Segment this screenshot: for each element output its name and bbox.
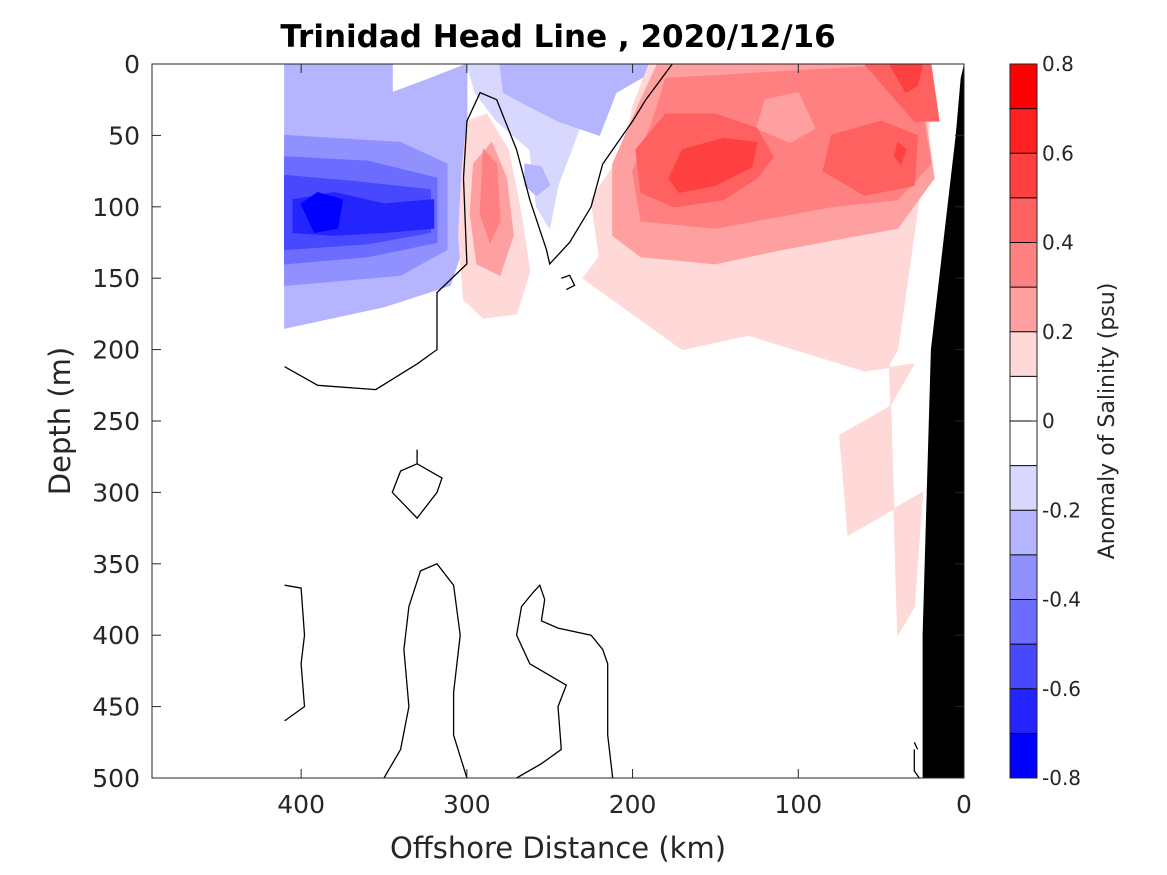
- colorbar-swatch-6: [1010, 331, 1037, 377]
- y-axis-label: Depth (m): [43, 347, 77, 495]
- colorbar-tick-label: -0.4: [1042, 588, 1081, 612]
- colorbar-tick-label: 0.8: [1042, 52, 1074, 76]
- y-tick-label: 100: [92, 193, 140, 222]
- y-tick-label: 400: [92, 621, 140, 650]
- zero-contour-5: [515, 583, 614, 778]
- x-tick-label: 0: [956, 790, 972, 819]
- offshore-fresh-anomaly-region-5: [300, 191, 344, 234]
- x-tick-label: 200: [609, 790, 657, 819]
- x-axis: 400 300 200 100 0: [277, 64, 972, 819]
- colorbar-swatch-1: [1010, 108, 1037, 154]
- colorbar-swatches: [1010, 64, 1037, 778]
- colorbar-ticks: 0.8 0.6 0.4 0.2 0 -0.2 -0.4 -0.6 -0.8: [1031, 52, 1081, 790]
- x-axis-label: Offshore Distance (km): [390, 831, 726, 865]
- zero-contour-layer: [284, 64, 920, 778]
- y-tick-label: 500: [92, 764, 140, 793]
- y-tick-label: 50: [108, 121, 140, 150]
- nearshore-salty-anomaly-region-18: [863, 64, 940, 122]
- x-tick-label: 400: [277, 790, 325, 819]
- y-axis: 0 50 100 150 200 250 300 350 400 450 500: [92, 50, 964, 793]
- colorbar-tick-label: 0.2: [1042, 320, 1074, 344]
- x-tick-label: 300: [443, 790, 491, 819]
- subsurface-salty-core-region-11: [479, 148, 501, 244]
- y-tick-label: 300: [92, 478, 140, 507]
- nearshore-salty-anomaly-region-19: [668, 137, 758, 194]
- colorbar-swatch-0: [1010, 64, 1037, 109]
- colorbar-tick-label: 0.4: [1042, 231, 1074, 255]
- colorbar-swatch-11: [1010, 554, 1037, 600]
- nearshore-salty-anomaly-region-21: [893, 141, 907, 165]
- y-tick-label: 450: [92, 693, 140, 722]
- colorbar-swatch-2: [1010, 153, 1037, 198]
- colorbar-swatch-7: [1010, 376, 1037, 421]
- zero-contour-2: [391, 449, 443, 520]
- nearshore-salty-anomaly-region-20: [888, 64, 924, 94]
- colorbar-swatch-14: [1010, 688, 1037, 734]
- x-tick-label: 100: [774, 790, 822, 819]
- plot-area: [152, 64, 964, 778]
- land-mask: [922, 64, 964, 778]
- y-tick-label: 350: [92, 550, 140, 579]
- y-tick-label: 0: [124, 50, 140, 79]
- zero-contour-1: [561, 274, 576, 291]
- zero-contour-4: [383, 563, 468, 778]
- colorbar-tick-label: -0.6: [1042, 677, 1081, 701]
- colorbar: 0.8 0.6 0.4 0.2 0 -0.2 -0.4 -0.6 -0.8 Anomaly of…: [1009, 52, 1120, 790]
- nearshore-salty-anomaly-region-15: [756, 92, 816, 144]
- zero-contour-3: [284, 584, 306, 722]
- nearshore-salty-anomaly-region-17: [822, 120, 919, 196]
- colorbar-tick-label: 0.6: [1042, 141, 1074, 165]
- colorbar-swatch-12: [1010, 599, 1037, 645]
- colorbar-swatch-5: [1010, 287, 1037, 332]
- zero-contour-0: [284, 64, 673, 391]
- colorbar-swatch-8: [1010, 421, 1037, 466]
- colorbar-swatch-3: [1010, 197, 1037, 243]
- colorbar-tick-label: 0: [1042, 409, 1055, 433]
- colorbar-swatch-13: [1010, 644, 1037, 689]
- colorbar-swatch-10: [1010, 510, 1037, 555]
- colorbar-swatch-15: [1010, 733, 1037, 778]
- colorbar-swatch-9: [1010, 465, 1037, 511]
- land-layer: [922, 64, 964, 778]
- zero-contour-7: [913, 742, 919, 750]
- y-tick-label: 200: [92, 336, 140, 365]
- y-tick-label: 150: [92, 264, 140, 293]
- colorbar-tick-label: -0.2: [1042, 498, 1081, 522]
- contour-fill-layer: [284, 64, 940, 637]
- colorbar-swatch-4: [1010, 242, 1037, 288]
- chart-title: Trinidad Head Line , 2020/12/16: [280, 19, 835, 55]
- colorbar-tick-label: -0.8: [1042, 766, 1081, 790]
- zero-contour-6: [913, 749, 920, 778]
- y-tick-label: 250: [92, 407, 140, 436]
- colorbar-label: Anomaly of Salinity (psu): [1095, 283, 1120, 560]
